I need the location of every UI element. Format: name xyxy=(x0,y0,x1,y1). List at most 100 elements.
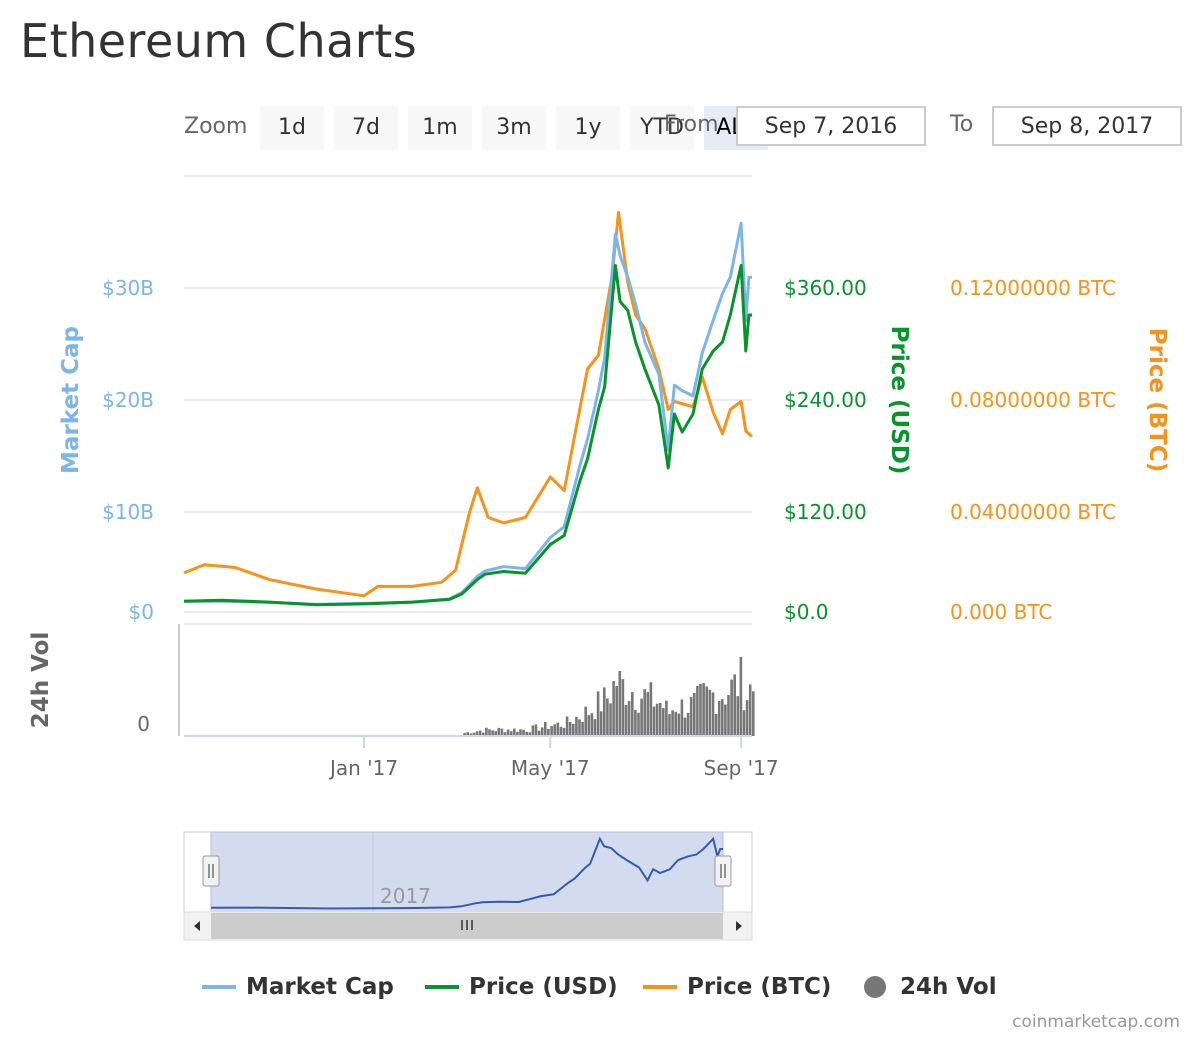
volume-bar xyxy=(686,712,690,736)
volume-bar xyxy=(603,687,606,736)
volume-bar xyxy=(615,686,618,736)
volume-bar xyxy=(500,728,504,736)
legend-label: 24h Vol xyxy=(900,974,997,1000)
volume-bar xyxy=(742,710,746,736)
legend-label: Price (USD) xyxy=(469,974,618,1000)
ethereum-chart: $0 $10B $20B $30B Market Cap $0.0 $120.0… xyxy=(28,175,1170,941)
navigator-right-handle[interactable] xyxy=(714,855,732,887)
volume-bar xyxy=(513,728,516,736)
volume-bar xyxy=(752,691,755,736)
volume-bar xyxy=(662,708,665,736)
zoom-1d-button[interactable]: 1d xyxy=(260,106,324,150)
volume-bar xyxy=(745,700,749,736)
price-btc-tick: 0.000 BTC xyxy=(950,600,1052,624)
navigator-left-handle[interactable] xyxy=(202,855,220,887)
market-cap-tick: $30B xyxy=(102,276,154,300)
volume-bar xyxy=(568,722,572,736)
legend-item-price-usd[interactable]: Price (USD) xyxy=(425,970,618,1004)
volume-bar xyxy=(519,729,522,736)
volume-bar xyxy=(485,727,488,736)
volume-bar xyxy=(503,732,507,736)
volume-bar xyxy=(525,731,528,736)
volume-bar xyxy=(509,731,513,736)
price-btc-tick: 0.08000000 BTC xyxy=(950,388,1116,412)
volume-bar xyxy=(693,693,696,736)
volume-bar xyxy=(733,674,736,736)
legend-item-price-btc[interactable]: Price (BTC) xyxy=(643,970,831,1004)
scroll-left-arrow-icon[interactable] xyxy=(194,921,200,931)
scroll-right-arrow-icon[interactable] xyxy=(736,921,742,931)
volume-bar xyxy=(469,733,473,736)
from-date-input[interactable] xyxy=(736,106,926,146)
volume-bar xyxy=(565,716,569,736)
volume-bar xyxy=(714,714,718,736)
scrollbar[interactable] xyxy=(183,911,753,941)
navigator-series-line xyxy=(210,836,723,910)
volume-bar xyxy=(680,699,684,736)
legend-item-24h-vol[interactable]: 24h Vol xyxy=(864,970,997,1004)
volume-bar xyxy=(612,681,615,736)
market-cap-axis-title: Market Cap xyxy=(58,326,84,474)
volume-bar xyxy=(553,724,556,736)
volume-bar xyxy=(556,722,560,736)
volume-bar xyxy=(711,692,715,736)
volume-bar xyxy=(562,727,566,736)
volume-bar xyxy=(590,713,594,736)
volume-bar xyxy=(609,703,612,736)
volume-bar xyxy=(463,732,466,736)
volume-bar xyxy=(621,679,625,736)
volume-bar xyxy=(472,732,476,736)
navigator-selection[interactable] xyxy=(210,831,724,913)
volume-axis-title: 24h Vol xyxy=(28,632,54,729)
zoom-ytd-button[interactable]: YTD xyxy=(630,106,694,150)
volume-bar xyxy=(668,714,671,736)
zoom-1m-button[interactable]: 1m xyxy=(408,106,472,150)
zoom-1y-button[interactable]: 1y xyxy=(556,106,620,150)
volume-bar xyxy=(705,686,708,736)
volume-bar xyxy=(478,730,482,736)
volume-bar xyxy=(482,732,485,736)
volume-bar xyxy=(674,711,677,736)
x-tick-label: May '17 xyxy=(511,756,590,780)
volume-bar xyxy=(575,716,578,736)
volume-bar xyxy=(528,732,532,736)
volume-bar xyxy=(640,698,643,736)
zoom-7d-button[interactable]: 7d xyxy=(334,106,398,150)
credits-link[interactable]: coinmarketcap.com xyxy=(1012,1012,1180,1032)
legend-label: Market Cap xyxy=(246,974,394,1000)
market-cap-tick: $10B xyxy=(102,500,154,524)
volume-bar xyxy=(593,719,597,736)
zoom-label: Zoom xyxy=(184,114,248,139)
legend-swatch xyxy=(643,985,677,989)
legend-label: Price (BTC) xyxy=(687,974,832,1000)
volume-bar xyxy=(689,696,693,736)
volume-bar xyxy=(739,656,743,736)
zoom-3m-button[interactable]: 3m xyxy=(482,106,546,150)
to-label: To xyxy=(950,112,974,137)
volume-bar xyxy=(649,682,653,736)
volume-bar xyxy=(721,699,724,736)
volume-bar xyxy=(624,705,628,736)
price-usd-axis-title: Price (USD) xyxy=(886,326,912,475)
volume-tick: 0 xyxy=(137,712,150,736)
volume-bar xyxy=(506,729,510,736)
x-axis-ticks xyxy=(363,736,743,748)
volume-bar xyxy=(581,721,584,736)
navigator[interactable]: 2017 xyxy=(183,831,753,913)
volume-bar xyxy=(606,698,609,736)
series-lines xyxy=(183,210,753,607)
volume-bar xyxy=(475,731,479,736)
price-btc-axis-title: Price (BTC) xyxy=(1144,328,1170,472)
volume-bar xyxy=(578,719,581,736)
volume-bar xyxy=(708,689,712,736)
volume-bar xyxy=(631,692,634,736)
to-date-input[interactable] xyxy=(992,106,1182,146)
volume-bar xyxy=(748,684,752,736)
volume-bar xyxy=(466,732,469,736)
volume-bar xyxy=(599,711,603,736)
volume-bar xyxy=(531,725,535,736)
volume-bar xyxy=(534,724,538,736)
price-btc-tick: 0.04000000 BTC xyxy=(950,500,1116,524)
legend-item-market-cap[interactable]: Market Cap xyxy=(202,970,394,1004)
navigator-year-label: 2017 xyxy=(380,884,431,908)
